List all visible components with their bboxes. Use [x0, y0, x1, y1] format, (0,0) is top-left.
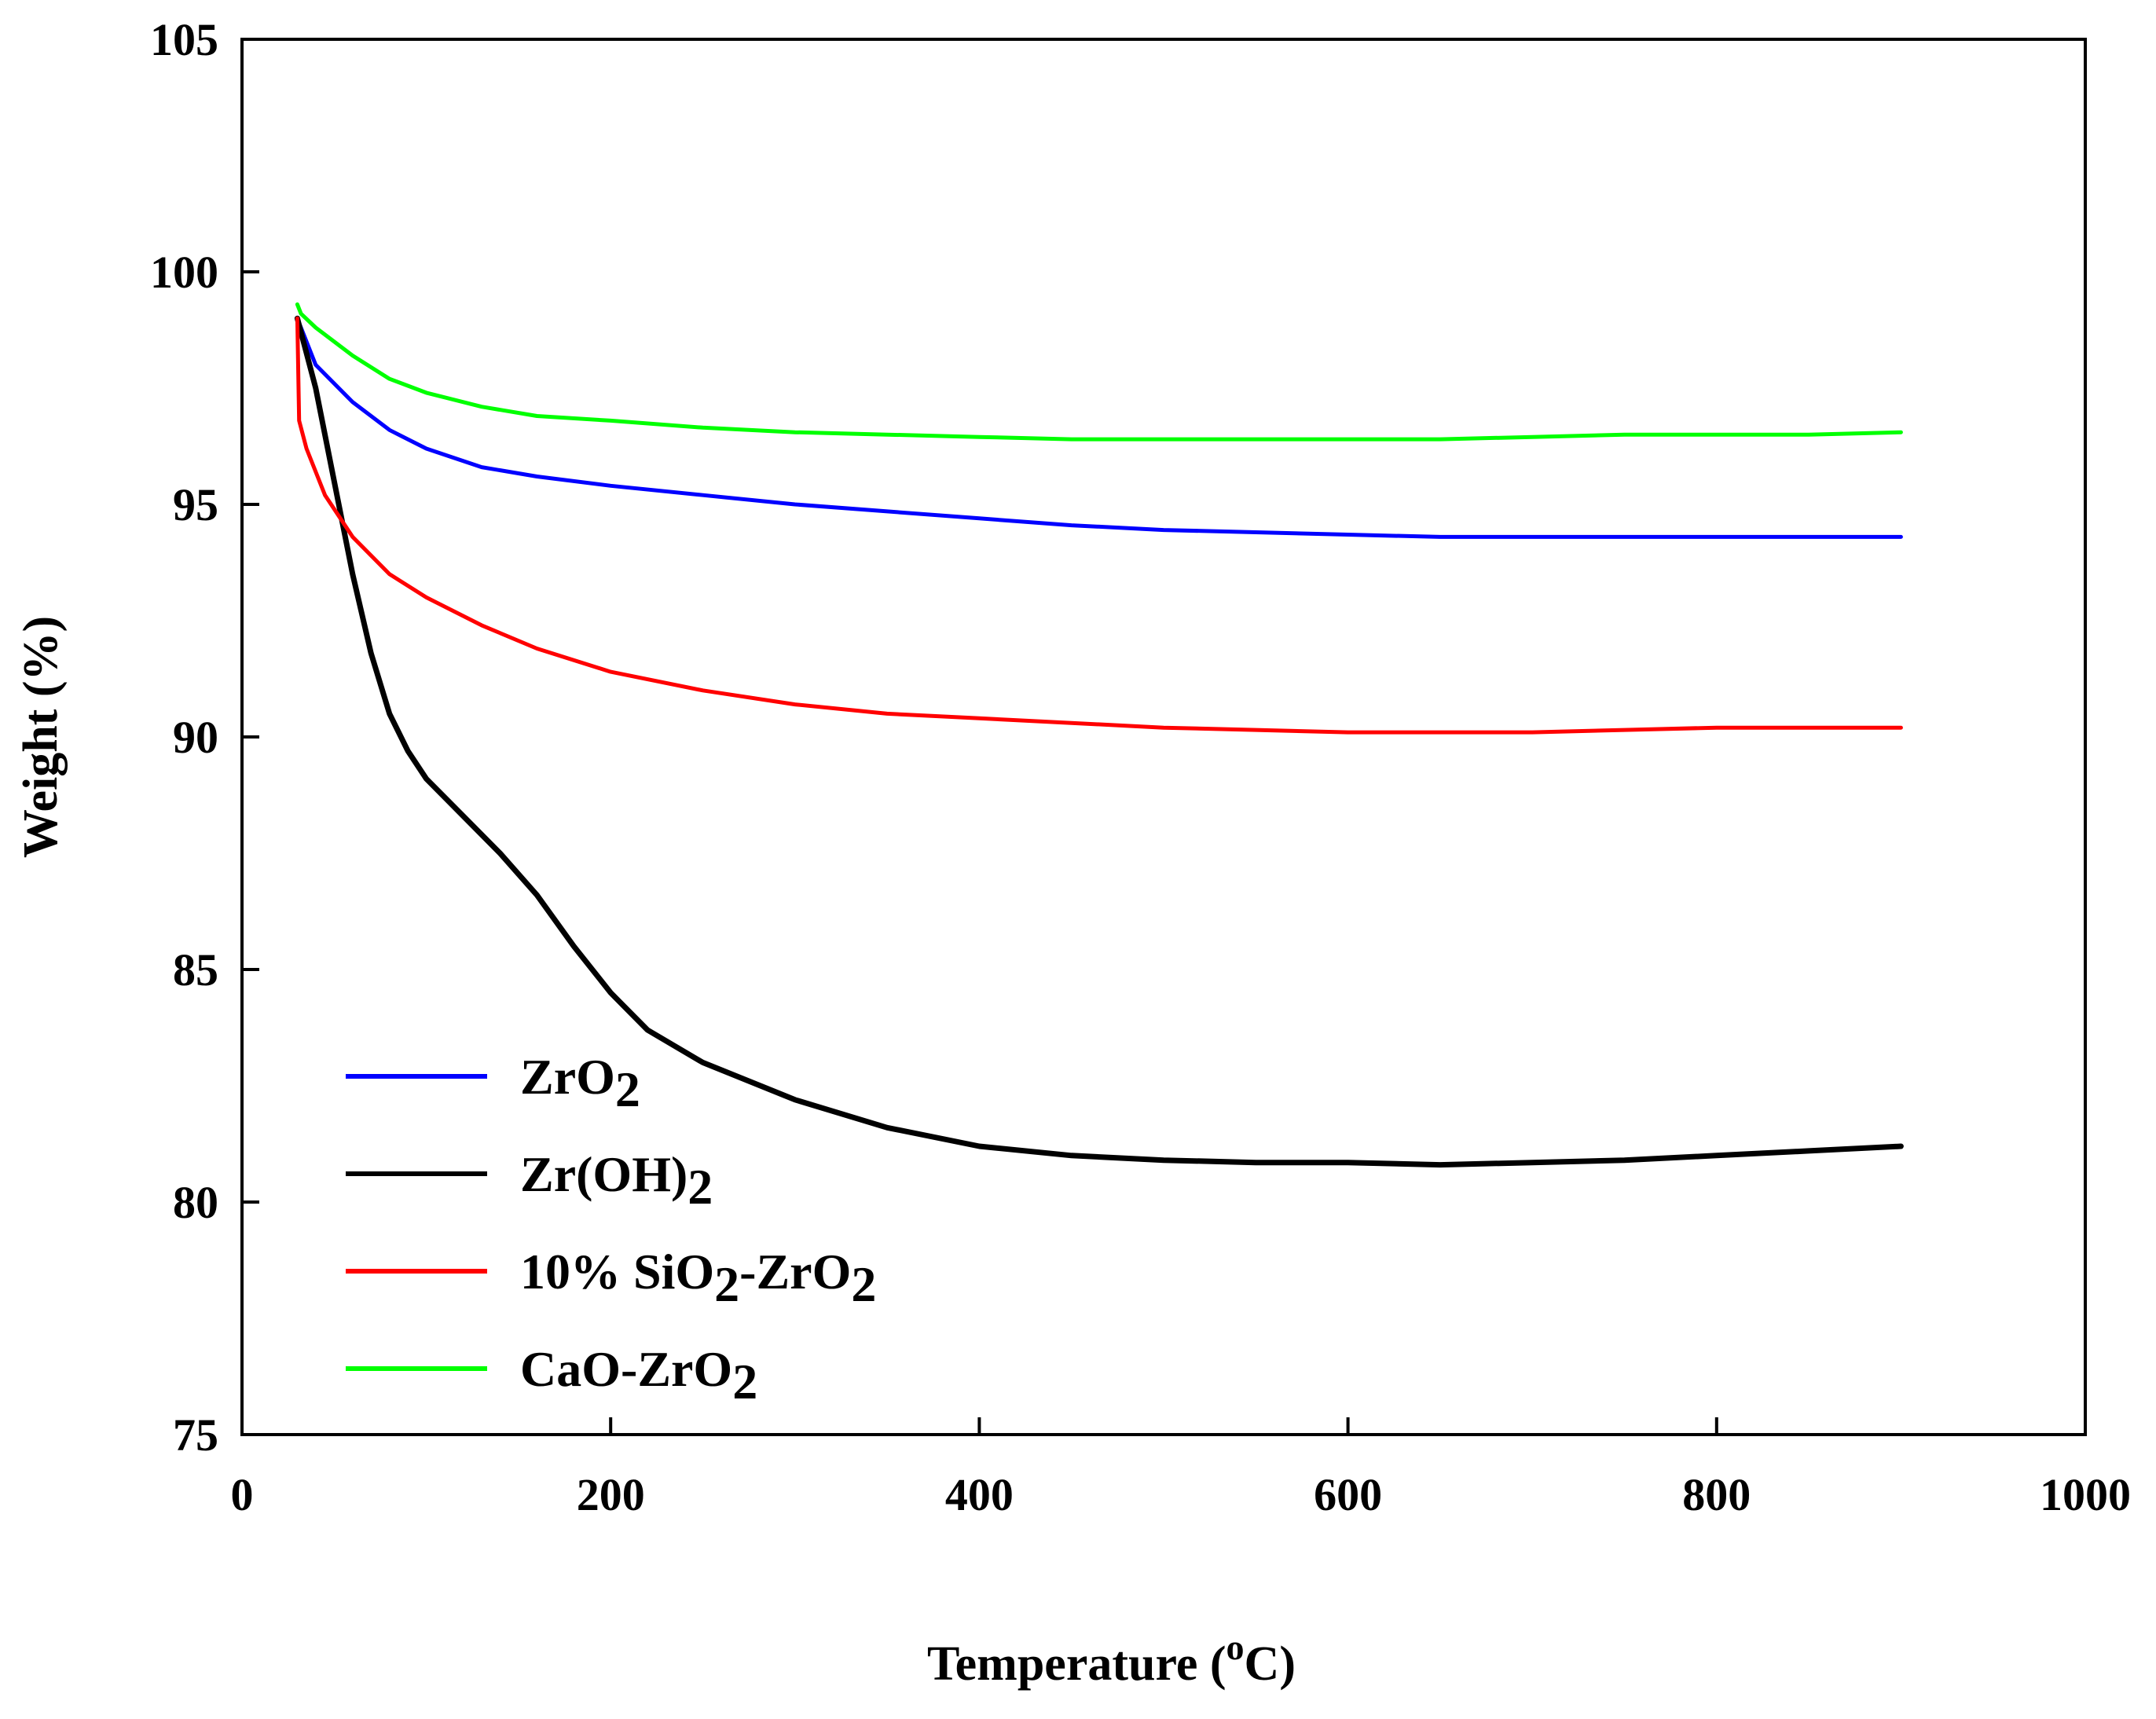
x-tick-label-5: 1000	[2040, 1469, 2131, 1520]
series-line-0	[295, 316, 1903, 539]
y-tick-label-5: 100	[150, 247, 218, 298]
y-tick-label-6: 105	[150, 14, 218, 65]
legend-label-3: CaO-ZrO2	[520, 1341, 757, 1409]
axis-ticks	[240, 38, 2087, 1436]
y-tick-label-3: 90	[173, 712, 218, 763]
series-line-3	[295, 302, 1903, 442]
series-line-2	[295, 316, 1903, 735]
x-tick-label-4: 800	[1682, 1469, 1751, 1520]
legend-label-2: 10% SiO2-ZrO2	[520, 1244, 876, 1312]
x-tick-label-0: 0	[231, 1469, 254, 1520]
y-tick-label-2: 85	[173, 944, 218, 995]
legend-label-1: Zr(OH)2	[520, 1146, 713, 1215]
y-tick-label-1: 80	[173, 1177, 218, 1228]
x-tick-label-1: 200	[577, 1469, 645, 1520]
x-axis-title-tail: C)	[1245, 1637, 1296, 1691]
legend: ZrO2 Zr(OH)2 10% SiO2-ZrO2 CaO-ZrO2	[346, 1049, 876, 1409]
legend-label-0: ZrO2	[520, 1049, 640, 1117]
axis-tick-labels: 0 200 400 600 800 1000 75 80 85 90 95 100 105	[150, 14, 2131, 1520]
y-axis-title: Weight (%)	[14, 616, 68, 858]
series-line-1	[294, 315, 1904, 1168]
x-axis-title-sup: o	[1226, 1627, 1245, 1667]
plot-frame	[240, 38, 2087, 1436]
x-axis-title: Temperature (oC)	[927, 1627, 1296, 1691]
x-axis-title-main: Temperature (	[927, 1637, 1226, 1691]
series-lines	[294, 302, 1904, 1168]
x-tick-label-3: 600	[1314, 1469, 1382, 1520]
y-tick-label-0: 75	[173, 1409, 218, 1461]
y-tick-label-4: 95	[173, 479, 218, 530]
x-tick-label-2: 400	[945, 1469, 1014, 1520]
